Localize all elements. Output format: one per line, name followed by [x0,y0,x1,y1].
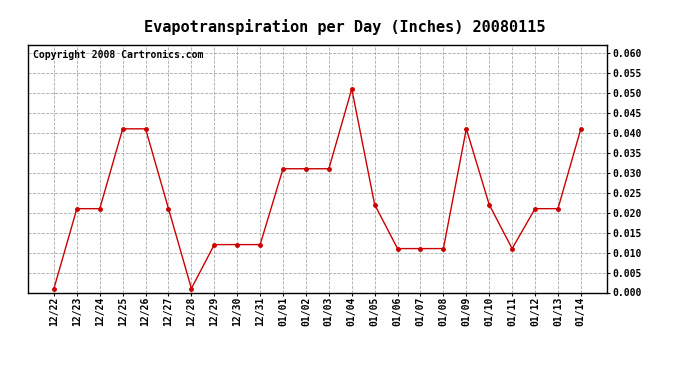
Text: Evapotranspiration per Day (Inches) 20080115: Evapotranspiration per Day (Inches) 2008… [144,19,546,35]
Text: Copyright 2008 Cartronics.com: Copyright 2008 Cartronics.com [33,50,204,60]
